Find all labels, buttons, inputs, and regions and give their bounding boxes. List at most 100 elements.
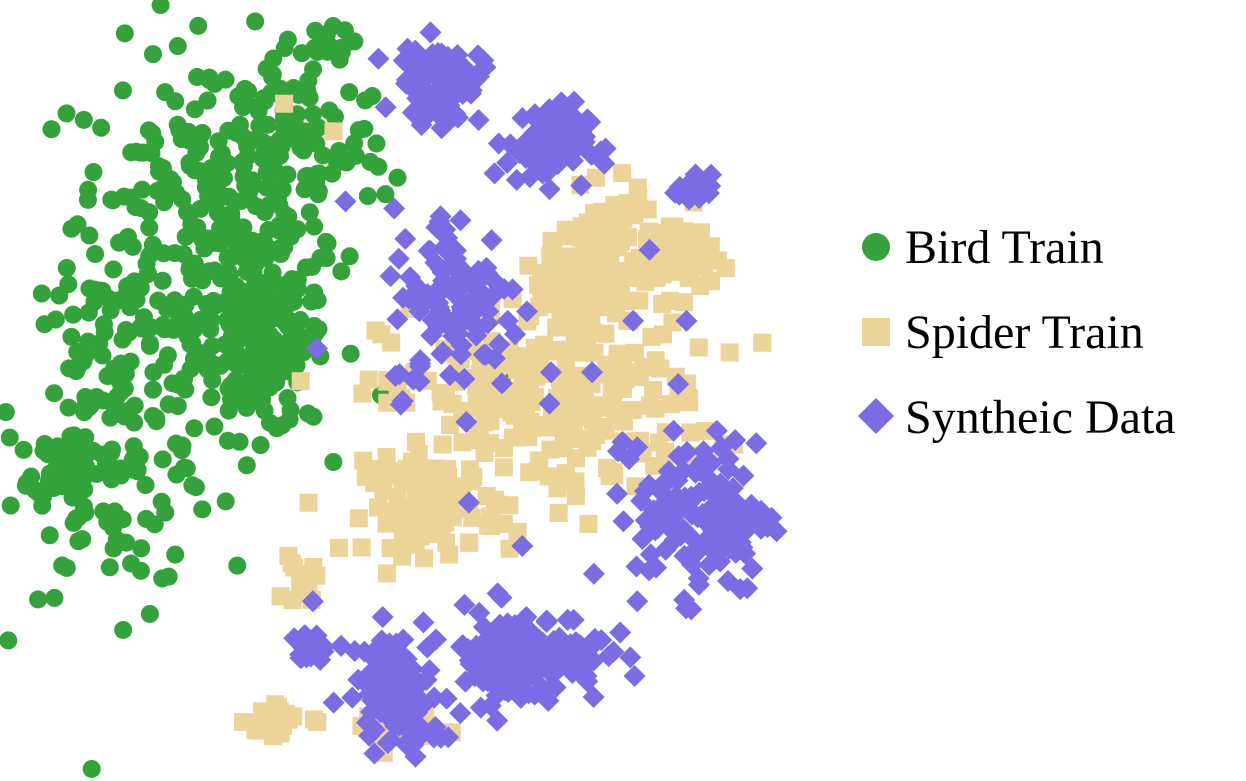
point-spider-train	[602, 382, 621, 401]
point-spider-train	[753, 333, 772, 352]
point-bird-train	[42, 120, 61, 139]
point-syntheic-data	[355, 711, 378, 734]
point-syntheic-data	[590, 629, 613, 652]
point-bird-train	[258, 278, 277, 297]
point-bird-train	[232, 153, 251, 172]
point-syntheic-data	[695, 168, 718, 191]
point-syntheic-data	[657, 460, 680, 483]
legend-marker-spider-train	[862, 318, 890, 346]
point-spider-train	[279, 546, 298, 565]
point-bird-train	[216, 492, 235, 511]
point-spider-train	[252, 702, 271, 721]
point-bird-train	[115, 379, 134, 398]
point-bird-train	[237, 456, 256, 475]
point-bird-train	[317, 249, 336, 268]
point-bird-train	[254, 294, 273, 313]
point-bird-train	[275, 205, 294, 224]
point-bird-train	[82, 759, 101, 778]
point-bird-train	[166, 545, 185, 564]
point-syntheic-data	[483, 162, 506, 185]
point-syntheic-data	[562, 608, 585, 631]
point-spider-train	[696, 421, 715, 440]
point-syntheic-data	[688, 481, 711, 504]
point-bird-train	[361, 152, 380, 171]
point-syntheic-data	[625, 555, 648, 578]
point-spider-train	[604, 208, 623, 227]
point-syntheic-data	[511, 534, 534, 557]
point-syntheic-data	[574, 125, 597, 148]
point-spider-train	[587, 259, 606, 278]
point-bird-train	[153, 271, 172, 290]
point-bird-train	[199, 187, 218, 206]
point-syntheic-data	[442, 309, 465, 332]
point-spider-train	[681, 423, 700, 442]
point-bird-train	[247, 384, 266, 403]
point-bird-train	[124, 437, 143, 456]
point-bird-train	[0, 631, 18, 650]
point-syntheic-data	[425, 216, 448, 239]
point-syntheic-data	[424, 628, 447, 651]
point-spider-train	[663, 313, 682, 332]
point-spider-train	[330, 538, 349, 557]
point-syntheic-data	[359, 663, 382, 686]
point-bird-train	[318, 234, 337, 253]
point-bird-train	[100, 558, 119, 577]
point-spider-train	[630, 363, 649, 382]
point-syntheic-data	[435, 687, 458, 710]
point-syntheic-data	[431, 102, 454, 125]
point-bird-train	[131, 278, 150, 297]
point-bird-train	[136, 476, 155, 495]
point-spider-train	[291, 372, 310, 391]
point-spider-train	[395, 536, 414, 555]
point-bird-train	[103, 191, 122, 210]
point-bird-train	[251, 324, 270, 343]
point-bird-train	[250, 309, 269, 328]
point-bird-train	[309, 319, 328, 338]
point-bird-train	[202, 159, 221, 178]
point-bird-train	[181, 335, 200, 354]
point-syntheic-data	[409, 352, 432, 375]
point-syntheic-data	[500, 632, 523, 655]
point-bird-train	[205, 261, 224, 280]
point-bird-train	[168, 37, 187, 56]
point-bird-train	[133, 180, 152, 199]
point-bird-train	[219, 261, 238, 280]
point-bird-train	[140, 203, 159, 222]
point-syntheic-data	[515, 606, 538, 629]
point-bird-train	[193, 271, 212, 290]
point-bird-train	[205, 74, 224, 93]
point-spider-train	[720, 343, 739, 362]
point-bird-train	[237, 94, 256, 113]
point-spider-train	[508, 360, 527, 379]
point-syntheic-data	[505, 168, 528, 191]
point-syntheic-data	[556, 115, 579, 138]
point-spider-train	[433, 435, 452, 454]
point-bird-train	[182, 214, 201, 233]
point-spider-train	[586, 168, 605, 187]
point-bird-train	[102, 470, 121, 489]
point-bird-train	[73, 530, 92, 549]
point-syntheic-data	[467, 317, 490, 340]
point-syntheic-data	[371, 606, 394, 629]
point-spider-train	[494, 439, 513, 458]
point-spider-train	[377, 514, 396, 533]
point-bird-train	[59, 398, 78, 417]
point-spider-train	[403, 452, 422, 471]
point-bird-train	[176, 380, 195, 399]
point-spider-train	[366, 321, 385, 340]
point-spider-train	[572, 429, 591, 448]
point-bird-train	[58, 463, 77, 482]
point-syntheic-data	[711, 504, 734, 527]
point-spider-train	[600, 467, 619, 486]
point-bird-train	[79, 180, 98, 199]
point-syntheic-data	[299, 629, 322, 652]
point-spider-train	[674, 293, 693, 312]
point-spider-train	[603, 291, 622, 310]
point-spider-train	[251, 721, 270, 740]
point-syntheic-data	[475, 256, 498, 279]
point-syntheic-data	[729, 578, 752, 601]
point-bird-train	[143, 45, 162, 64]
point-bird-train	[116, 364, 135, 383]
point-syntheic-data	[606, 482, 629, 505]
